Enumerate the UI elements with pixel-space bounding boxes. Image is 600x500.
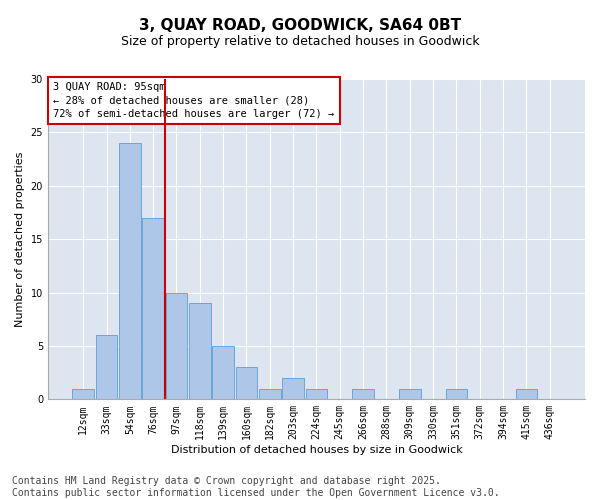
Bar <box>446 388 467 400</box>
Bar <box>236 368 257 400</box>
Bar <box>119 143 140 400</box>
Bar <box>95 336 118 400</box>
Bar <box>259 388 281 400</box>
Text: Size of property relative to detached houses in Goodwick: Size of property relative to detached ho… <box>121 35 479 48</box>
Bar <box>189 303 211 400</box>
Bar <box>142 218 164 400</box>
Bar <box>212 346 234 400</box>
Text: Contains HM Land Registry data © Crown copyright and database right 2025.
Contai: Contains HM Land Registry data © Crown c… <box>12 476 500 498</box>
Bar <box>399 388 421 400</box>
Text: 3, QUAY ROAD, GOODWICK, SA64 0BT: 3, QUAY ROAD, GOODWICK, SA64 0BT <box>139 18 461 32</box>
Bar <box>73 388 94 400</box>
Bar <box>305 388 328 400</box>
Bar <box>282 378 304 400</box>
Bar <box>352 388 374 400</box>
Y-axis label: Number of detached properties: Number of detached properties <box>15 152 25 327</box>
Text: 3 QUAY ROAD: 95sqm
← 28% of detached houses are smaller (28)
72% of semi-detache: 3 QUAY ROAD: 95sqm ← 28% of detached hou… <box>53 82 335 118</box>
Bar <box>515 388 537 400</box>
Bar <box>166 292 187 400</box>
X-axis label: Distribution of detached houses by size in Goodwick: Distribution of detached houses by size … <box>170 445 463 455</box>
